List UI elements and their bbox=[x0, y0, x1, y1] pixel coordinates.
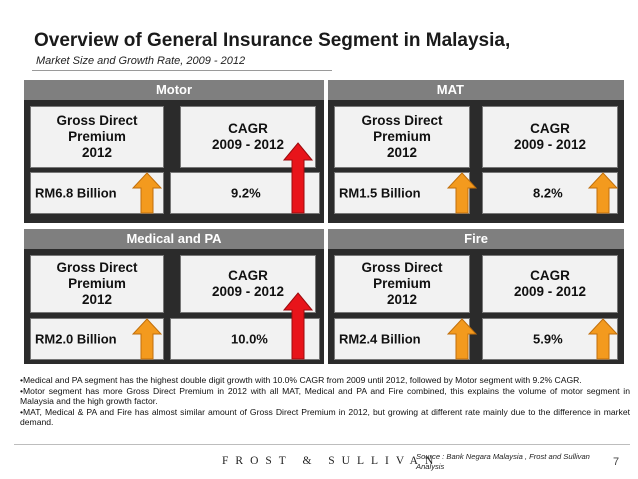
up-arrow-icon bbox=[588, 318, 618, 360]
up-arrow-icon bbox=[132, 318, 162, 360]
company-logo: FROST & SULLIVAN bbox=[222, 455, 441, 467]
note-item: •Motor segment has more Gross Direct Pre… bbox=[20, 385, 630, 407]
up-arrow-icon bbox=[447, 318, 477, 360]
mat-header-label: MAT bbox=[436, 82, 464, 97]
fire-cagr-value: 5.9% bbox=[482, 318, 618, 360]
mat-gdp-value: RM1.5 Billion bbox=[334, 172, 470, 214]
title-divider bbox=[32, 70, 332, 71]
fire-gdp-value: RM2.4 Billion bbox=[334, 318, 470, 360]
source-note: Source : Bank Negara Malaysia , Frost an… bbox=[416, 452, 590, 471]
red-up-arrow-icon bbox=[283, 292, 313, 360]
up-arrow-icon bbox=[588, 172, 618, 214]
notes: •Medical and PA segment has the highest … bbox=[20, 375, 630, 428]
page-subtitle: Market Size and Growth Rate, 2009 - 2012 bbox=[36, 55, 246, 67]
note-item: •MAT, Medical & PA and Fire has almost s… bbox=[20, 406, 630, 428]
motor-header: Motor bbox=[24, 80, 324, 100]
motor-gdp-label: Gross Direct Premium 2012 bbox=[30, 106, 164, 168]
mat-cagr-value: 8.2% bbox=[482, 172, 618, 214]
fire-header-label: Fire bbox=[464, 231, 488, 246]
red-up-arrow-icon bbox=[283, 142, 313, 214]
mat-cagr-label: CAGR 2009 - 2012 bbox=[482, 106, 618, 168]
mat-header: MAT bbox=[328, 80, 624, 100]
fire-header: Fire bbox=[328, 229, 624, 249]
note-item: •Medical and PA segment has the highest … bbox=[20, 375, 582, 385]
footer-divider bbox=[14, 444, 630, 445]
medical-gdp-label: Gross Direct Premium 2012 bbox=[30, 255, 164, 313]
up-arrow-icon bbox=[447, 172, 477, 214]
fire-gdp-label: Gross Direct Premium 2012 bbox=[334, 255, 470, 313]
up-arrow-icon bbox=[132, 172, 162, 214]
page-number: 7 bbox=[613, 456, 620, 468]
page-title: Overview of General Insurance Segment in… bbox=[34, 30, 511, 51]
medical-header: Medical and PA bbox=[24, 229, 324, 249]
mat-gdp-label: Gross Direct Premium 2012 bbox=[334, 106, 470, 168]
fire-cagr-label: CAGR 2009 - 2012 bbox=[482, 255, 618, 313]
